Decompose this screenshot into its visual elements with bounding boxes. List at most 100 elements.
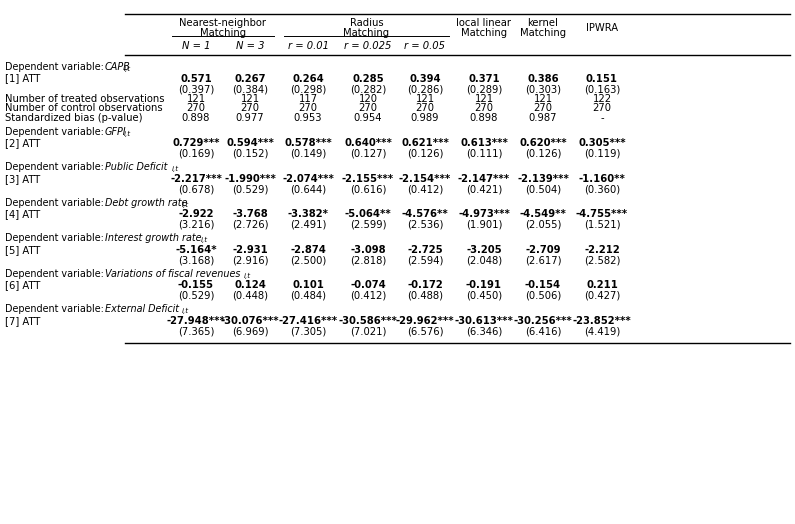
- Text: -27.948***: -27.948***: [167, 316, 226, 326]
- Text: r = 0.01: r = 0.01: [288, 41, 328, 51]
- Text: (0.397): (0.397): [178, 84, 214, 94]
- Text: 270: 270: [533, 103, 553, 113]
- Text: 122: 122: [592, 93, 611, 104]
- Text: Interest growth rate: Interest growth rate: [105, 233, 201, 244]
- Text: (2.048): (2.048): [466, 255, 502, 265]
- Text: -2.139***: -2.139***: [517, 174, 569, 184]
- Text: 121: 121: [533, 93, 553, 104]
- Text: (0.289): (0.289): [466, 84, 502, 94]
- Text: 0.211: 0.211: [586, 280, 618, 290]
- Text: (0.427): (0.427): [584, 291, 620, 301]
- Text: -2.922: -2.922: [178, 210, 214, 220]
- Text: 0.124: 0.124: [234, 280, 266, 290]
- Text: -2.147***: -2.147***: [458, 174, 510, 184]
- Text: 121: 121: [187, 93, 206, 104]
- Text: Number of control observations: Number of control observations: [5, 103, 163, 113]
- Text: External Deficit: External Deficit: [105, 304, 179, 314]
- Text: (2.055): (2.055): [525, 220, 561, 230]
- Text: [6] ATT: [6] ATT: [5, 280, 41, 290]
- Text: (0.421): (0.421): [466, 184, 502, 194]
- Text: Dependent variable:: Dependent variable:: [5, 162, 107, 172]
- Text: (2.599): (2.599): [350, 220, 386, 230]
- Text: (0.119): (0.119): [584, 149, 620, 159]
- Text: (2.617): (2.617): [525, 255, 561, 265]
- Text: local linear: local linear: [456, 18, 511, 28]
- Text: -30.256***: -30.256***: [514, 316, 572, 326]
- Text: N = 1: N = 1: [182, 41, 210, 51]
- Text: Dependent variable:: Dependent variable:: [5, 269, 107, 279]
- Text: IPWRA: IPWRA: [586, 23, 618, 33]
- Text: -30.586***: -30.586***: [339, 316, 398, 326]
- Text: Dependent variable:: Dependent variable:: [5, 304, 107, 314]
- Text: -4.973***: -4.973***: [458, 210, 510, 220]
- Text: (0.384): (0.384): [232, 84, 268, 94]
- Text: (2.500): (2.500): [290, 255, 326, 265]
- Text: 120: 120: [359, 93, 378, 104]
- Text: (2.726): (2.726): [232, 220, 268, 230]
- Text: (0.484): (0.484): [290, 291, 326, 301]
- Text: Dependent variable:: Dependent variable:: [5, 127, 107, 137]
- Text: 0.977: 0.977: [235, 113, 264, 123]
- Text: (2.582): (2.582): [584, 255, 620, 265]
- Text: 121: 121: [240, 93, 259, 104]
- Text: -4.755***: -4.755***: [576, 210, 628, 220]
- Text: -4.549**: -4.549**: [520, 210, 566, 220]
- Text: i,t: i,t: [181, 202, 188, 208]
- Text: (0.448): (0.448): [232, 291, 268, 301]
- Text: 117: 117: [298, 93, 317, 104]
- Text: i,t: i,t: [124, 131, 131, 137]
- Text: (0.412): (0.412): [350, 291, 386, 301]
- Text: 0.285: 0.285: [352, 73, 384, 83]
- Text: 0.989: 0.989: [411, 113, 440, 123]
- Text: (0.303): (0.303): [525, 84, 561, 94]
- Text: (0.111): (0.111): [466, 149, 502, 159]
- Text: i,t: i,t: [172, 166, 179, 172]
- Text: Standardized bias (p-value): Standardized bias (p-value): [5, 113, 142, 123]
- Text: Matching: Matching: [200, 28, 246, 38]
- Text: (0.360): (0.360): [584, 184, 620, 194]
- Text: (6.416): (6.416): [525, 326, 561, 336]
- Text: Public Deficit: Public Deficit: [105, 162, 167, 172]
- Text: (0.529): (0.529): [232, 184, 268, 194]
- Text: (3.216): (3.216): [178, 220, 214, 230]
- Text: (7.305): (7.305): [290, 326, 326, 336]
- Text: -3.382*: -3.382*: [288, 210, 328, 220]
- Text: i,t: i,t: [181, 308, 188, 314]
- Text: Number of treated observations: Number of treated observations: [5, 93, 165, 104]
- Text: (2.916): (2.916): [232, 255, 268, 265]
- Text: 0.898: 0.898: [182, 113, 210, 123]
- Text: (2.536): (2.536): [407, 220, 443, 230]
- Text: [4] ATT: [4] ATT: [5, 210, 41, 220]
- Text: 0.578***: 0.578***: [284, 138, 332, 148]
- Text: -0.172: -0.172: [407, 280, 443, 290]
- Text: Matching: Matching: [343, 28, 390, 38]
- Text: 270: 270: [359, 103, 378, 113]
- Text: (7.365): (7.365): [178, 326, 214, 336]
- Text: Debt growth rate: Debt growth rate: [105, 198, 187, 208]
- Text: -2.154***: -2.154***: [399, 174, 451, 184]
- Text: (2.594): (2.594): [407, 255, 443, 265]
- Text: -30.613***: -30.613***: [455, 316, 514, 326]
- Text: 0.101: 0.101: [292, 280, 324, 290]
- Text: [5] ATT: [5] ATT: [5, 245, 41, 255]
- Text: 270: 270: [298, 103, 317, 113]
- Text: -1.990***: -1.990***: [224, 174, 276, 184]
- Text: 270: 270: [592, 103, 611, 113]
- Text: Variations of fiscal revenues: Variations of fiscal revenues: [105, 269, 240, 279]
- Text: -27.416***: -27.416***: [278, 316, 338, 326]
- Text: -: -: [600, 113, 604, 123]
- Text: 270: 270: [187, 103, 205, 113]
- Text: 121: 121: [416, 93, 435, 104]
- Text: 0.621***: 0.621***: [401, 138, 449, 148]
- Text: (1.901): (1.901): [466, 220, 502, 230]
- Text: -2.874: -2.874: [290, 245, 326, 255]
- Text: (0.506): (0.506): [525, 291, 561, 301]
- Text: 0.151: 0.151: [586, 73, 618, 83]
- Text: (1.521): (1.521): [584, 220, 620, 230]
- Text: 0.305***: 0.305***: [578, 138, 626, 148]
- Text: 0.571: 0.571: [180, 73, 212, 83]
- Text: kernel: kernel: [528, 18, 558, 28]
- Text: (0.127): (0.127): [350, 149, 386, 159]
- Text: -2.217***: -2.217***: [170, 174, 222, 184]
- Text: (0.529): (0.529): [178, 291, 214, 301]
